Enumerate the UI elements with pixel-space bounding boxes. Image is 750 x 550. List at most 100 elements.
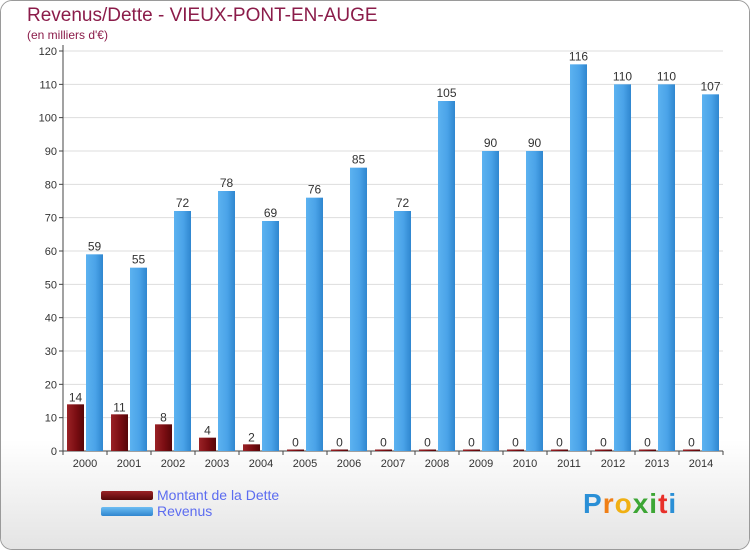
data-label-debt-2010: 0 [512, 436, 519, 450]
x-tick-label: 2014 [689, 458, 713, 470]
y-tick-label: 60 [45, 246, 57, 258]
data-label-revenue-2006: 85 [352, 153, 366, 167]
bar-revenue-2001 [130, 267, 147, 451]
data-label-debt-2008: 0 [424, 436, 431, 450]
chart-subtitle: (en milliers d'€) [27, 28, 108, 42]
logo-letter: x [632, 488, 650, 519]
data-label-revenue-2014: 107 [700, 79, 720, 93]
bar-revenue-2012 [614, 84, 631, 451]
bar-revenue-2002 [174, 211, 191, 451]
bar-revenue-2007 [394, 211, 411, 451]
data-label-revenue-2003: 78 [220, 176, 234, 190]
y-tick-label: 90 [45, 146, 57, 158]
x-tick-label: 2005 [293, 458, 317, 470]
bar-debt-2014 [683, 449, 700, 451]
x-tick-label: 2002 [161, 458, 185, 470]
bar-debt-2003 [199, 437, 216, 451]
bar-layer [67, 64, 719, 452]
bar-revenue-2011 [570, 64, 587, 452]
bar-revenue-2008 [438, 101, 455, 451]
data-label-revenue-2011: 116 [569, 49, 588, 63]
y-tick-label: 80 [45, 179, 57, 191]
legend-label-revenue: Revenus [157, 503, 213, 519]
bar-revenue-2004 [262, 221, 279, 451]
data-label-debt-2006: 0 [336, 436, 343, 450]
grid-layer [63, 50, 723, 419]
data-label-debt-2001: 11 [113, 400, 126, 414]
chart-title: Revenus/Dette - VIEUX-PONT-EN-AUGE [27, 5, 378, 26]
label-layer: 0102030405060708090100110120145920001155… [39, 46, 721, 470]
x-tick-label: 2008 [425, 458, 449, 470]
bar-revenue-2000 [86, 254, 103, 451]
data-label-debt-2004: 2 [248, 430, 255, 444]
bar-debt-2001 [111, 414, 128, 451]
x-tick-label: 2000 [73, 458, 97, 470]
data-label-debt-2009: 0 [468, 436, 475, 450]
logo-letter: i [649, 488, 659, 519]
data-label-debt-2012: 0 [600, 436, 607, 450]
bar-debt-2012 [595, 449, 612, 451]
y-tick-label: 70 [45, 213, 57, 225]
axis-layer [59, 45, 724, 455]
bar-revenue-2013 [658, 84, 675, 451]
data-label-revenue-2008: 105 [436, 86, 456, 100]
data-label-revenue-2009: 90 [484, 136, 498, 150]
bar-debt-2008 [419, 449, 436, 451]
bar-debt-2010 [507, 449, 524, 451]
bar-revenue-2009 [482, 151, 499, 451]
proxiti-logo: Proxiti [583, 488, 677, 520]
y-tick-label: 20 [45, 379, 57, 391]
bar-revenue-2005 [306, 197, 323, 451]
y-tick-label: 0 [51, 446, 57, 458]
data-label-debt-2003: 4 [204, 424, 211, 438]
legend-swatch-revenue [101, 506, 153, 516]
legend: Montant de la Dette Revenus [101, 487, 279, 519]
x-tick-label: 2012 [601, 458, 625, 470]
data-label-revenue-2012: 110 [613, 69, 632, 83]
data-label-debt-2014: 0 [688, 436, 695, 450]
bar-revenue-2006 [350, 167, 367, 451]
logo-letter: P [583, 488, 603, 519]
legend-item-revenue: Revenus [101, 503, 279, 519]
logo-letter: r [602, 488, 615, 519]
y-tick-label: 120 [39, 46, 57, 58]
data-label-revenue-2010: 90 [528, 136, 542, 150]
bar-debt-2000 [67, 404, 84, 451]
y-tick-label: 30 [45, 346, 57, 358]
bar-debt-2002 [155, 424, 172, 451]
bar-revenue-2010 [526, 151, 543, 451]
data-label-revenue-2007: 72 [396, 196, 410, 210]
y-tick-label: 40 [45, 313, 57, 325]
x-tick-label: 2013 [645, 458, 669, 470]
bar-revenue-2014 [702, 94, 719, 451]
bar-revenue-2003 [218, 191, 235, 451]
x-tick-label: 2011 [557, 458, 581, 470]
x-tick-label: 2006 [337, 458, 361, 470]
bar-debt-2005 [287, 449, 304, 451]
x-tick-label: 2007 [381, 458, 405, 470]
data-label-revenue-2005: 76 [308, 183, 322, 197]
y-tick-label: 100 [39, 113, 57, 125]
x-tick-label: 2001 [117, 458, 141, 470]
x-tick-label: 2010 [513, 458, 537, 470]
data-label-revenue-2004: 69 [264, 206, 278, 220]
x-tick-label: 2004 [249, 458, 273, 470]
data-label-revenue-2000: 59 [88, 239, 102, 253]
data-label-debt-2002: 8 [160, 410, 167, 424]
legend-label-debt: Montant de la Dette [157, 487, 280, 503]
data-label-debt-2011: 0 [556, 436, 563, 450]
y-tick-label: 110 [39, 79, 57, 91]
x-tick-label: 2003 [205, 458, 229, 470]
logo-letter: t [658, 488, 669, 519]
bar-debt-2006 [331, 449, 348, 451]
y-tick-label: 50 [45, 279, 57, 291]
legend-item-debt: Montant de la Dette [101, 487, 279, 503]
logo-letter: i [668, 488, 678, 519]
bar-debt-2004 [243, 444, 260, 451]
data-label-debt-2000: 14 [69, 390, 83, 404]
data-label-debt-2005: 0 [292, 436, 299, 450]
y-tick-label: 10 [45, 413, 57, 425]
data-label-revenue-2013: 110 [657, 69, 676, 83]
